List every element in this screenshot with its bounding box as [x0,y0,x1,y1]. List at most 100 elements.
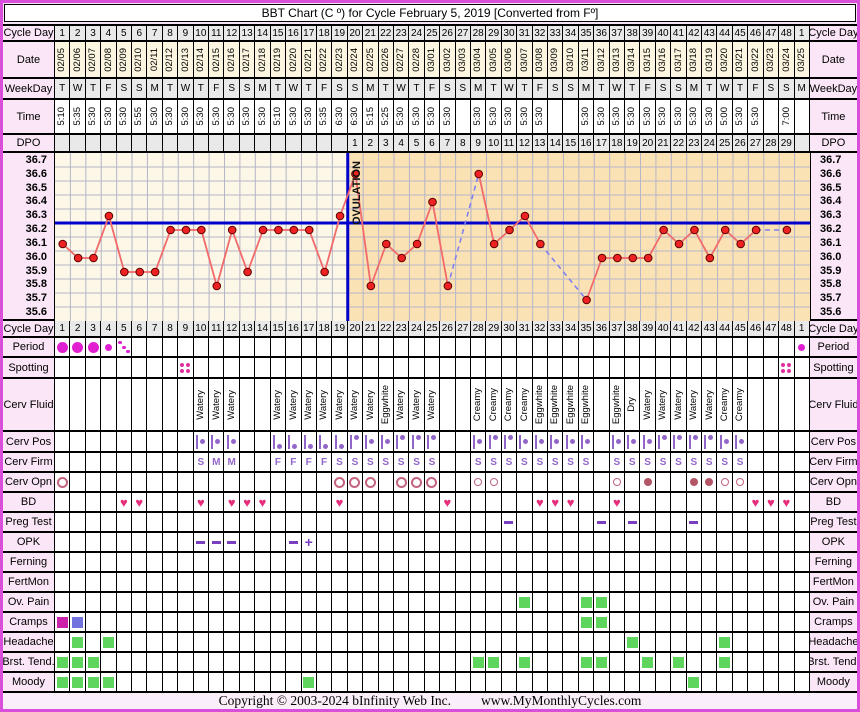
ov-pain-cell [640,593,656,611]
cycle-day-cell: 26 [440,26,456,40]
cycle-day-cell: 11 [209,26,225,40]
bd-cell [286,493,302,511]
cerv-opn-cell [409,473,425,491]
cerv-pos-marker [581,434,591,449]
ov-pain-cell [794,593,810,611]
temp-point [520,211,530,221]
fertmon-cell [440,573,456,591]
cramps-cell [224,613,240,631]
temp-segment [431,201,449,287]
moody-cell [424,673,441,691]
ov-pain-cell [486,593,502,611]
fertmon-cell [193,573,210,591]
moody-cell [239,673,256,691]
opk-cell [132,533,148,551]
preg-test-cell [162,513,179,531]
temp-segment [200,229,218,287]
fertmon-cell [748,573,764,591]
opk-cell [209,533,225,551]
ferning-cell [640,553,656,571]
date-value: 02/28 [410,47,422,72]
bd-cell [671,493,687,511]
ov-pain-cell [347,593,364,611]
bd-cell [578,493,595,511]
brst-tend-square [488,656,500,668]
opk-cell [393,533,410,551]
cycle-day-bottom-cell: 25 [424,321,441,336]
cramps-cell [347,613,364,631]
cerv-fluid-value: Watery [287,389,299,420]
moody-square [688,676,700,688]
time-cell: 5:30 [702,100,718,133]
temp-tick-label: 36.1 [820,236,842,249]
cerv-firm-value: S [351,456,359,468]
cycle-day-bottom-cell: 48 [779,321,795,336]
headache-cell [347,633,364,651]
weekday-cell: M [255,79,271,98]
row-moody: Moody Moody [3,673,857,693]
date-cell: 03/07 [517,42,533,77]
date-value: 03/01 [426,47,438,72]
cycle-day-bottom-cell: 1 [794,321,810,336]
weekday-cell: F [640,79,656,98]
cerv-fluid-value: Watery [426,389,438,420]
time-value: 5:30 [672,107,684,126]
cerv-pos-dot [338,443,344,449]
cycle-day-bottom-cell: 14 [255,321,271,336]
date-value: 03/06 [503,47,515,72]
row-ferning: Ferning Ferning [3,553,857,573]
opk-cell [655,533,672,551]
ov-pain-cell [393,593,410,611]
period-cell [609,338,626,356]
cerv-pos-cell [609,432,626,451]
cerv-opn-cell [332,473,348,491]
time-cell: 5:30 [424,100,441,133]
date-cell: 02/27 [393,42,410,77]
site-link[interactable]: www.MyMonthlyCycles.com [481,693,642,708]
cerv-pos-marker [488,434,499,449]
cerv-pos-dot [554,439,560,444]
brst-tend-cell [347,653,364,671]
headache-cell [424,633,441,651]
preg-test-cell [85,513,102,531]
cramps-cell [209,613,225,631]
cycle-day-cell: 40 [655,26,672,40]
bd-cell: ♥ [748,493,764,511]
ferning-cell [532,553,548,571]
cerv-firm-cell: S [625,453,641,471]
weekday-cell: M [794,79,810,98]
brst-tend-cell [162,653,179,671]
dpo-cell [286,135,302,151]
cerv-pos-bar [627,434,630,449]
ferning-cell [286,553,302,571]
ov-pain-cell [286,593,302,611]
cerv-firm-cell [55,453,71,471]
date-cell: 03/17 [671,42,687,77]
date-cell: 02/19 [270,42,287,77]
cycle-day-bottom-cell: 32 [532,321,548,336]
period-cell [548,338,564,356]
weekday-cell: W [286,79,302,98]
bd-cell: ♥ [609,493,626,511]
cerv-pos-cell [162,432,179,451]
date-cell: 03/14 [625,42,641,77]
opk-cell [378,533,394,551]
cycle-day-bottom-cell: 21 [363,321,379,336]
preg-test-cell [655,513,672,531]
cycle-day-cell: 27 [455,26,471,40]
spotting-cell [162,358,179,377]
cerv-firm-value: S [628,456,636,468]
ov-pain-cell [594,593,610,611]
cycle-day-bottom-cell: 5 [116,321,133,336]
ov-pain-cell [363,593,379,611]
cramps-cell [548,613,564,631]
fertmon-cell [655,573,672,591]
ferning-cell [732,553,749,571]
fertmon-cell [255,573,271,591]
cerv-pos-cell [178,432,194,451]
brst-tend-cell [794,653,810,671]
moody-cell [363,673,379,691]
cerv-fluid-value: Watery [195,389,207,420]
row-cerv-fluid: Cerv Fluid Watery Watery Watery Watery Watery… [3,379,857,432]
period-light-dot [104,343,112,351]
